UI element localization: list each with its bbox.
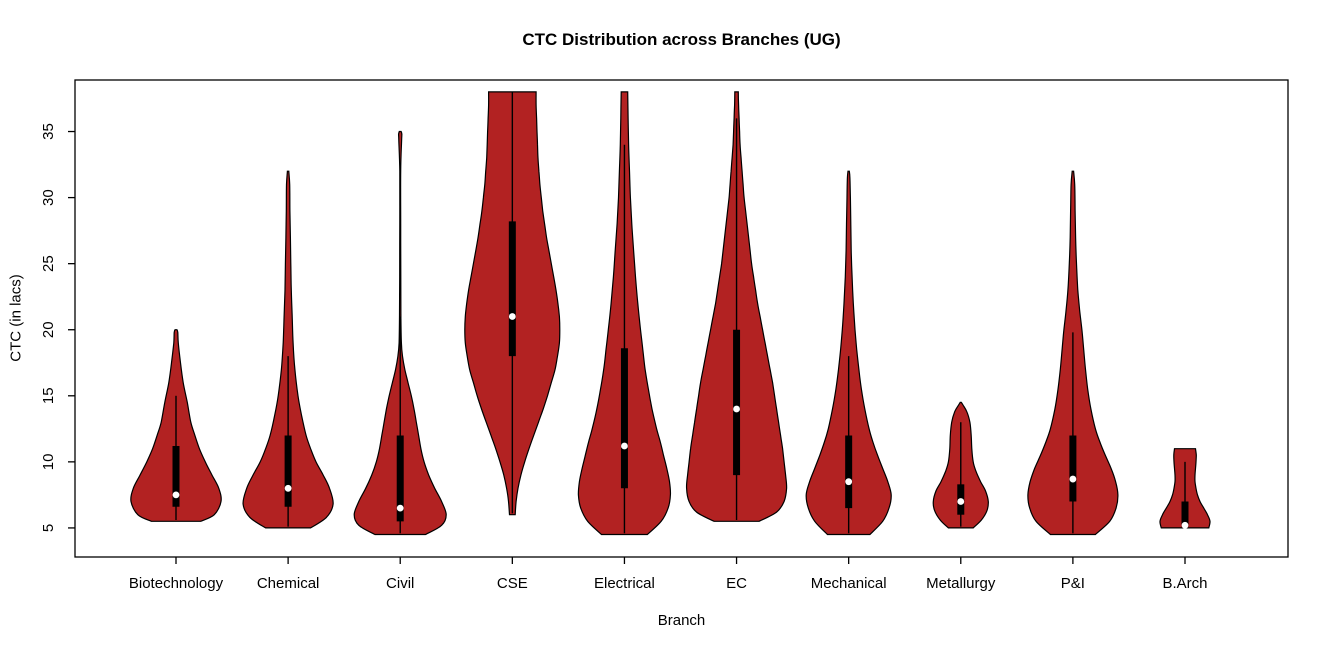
y-tick-label: 30 — [40, 189, 57, 206]
x-category-label: CSE — [497, 575, 528, 592]
y-tick-label: 5 — [40, 524, 57, 532]
x-category-label: Biotechnology — [129, 575, 224, 592]
median-dot — [508, 313, 516, 320]
violin-chemical — [242, 170, 334, 529]
x-axis-title: Branch — [657, 612, 706, 629]
y-tick-label: 15 — [40, 387, 57, 404]
y-tick-label: 25 — [40, 255, 57, 272]
x-category-label: EC — [726, 575, 747, 592]
chart-title: CTC Distribution across Branches (UG) — [522, 30, 841, 49]
y-tick-label: 10 — [40, 454, 57, 471]
median-dot — [957, 498, 965, 505]
y-tick-label: 20 — [40, 321, 57, 338]
x-category-label: Metallurgy — [926, 575, 996, 592]
median-dot — [1069, 475, 1077, 483]
x-category-label: Civil — [386, 575, 414, 592]
median-dot — [733, 405, 740, 413]
x-category-label: Mechanical — [811, 575, 887, 592]
plot-border — [74, 79, 1289, 558]
median-dot — [621, 442, 628, 450]
violin-mechanical — [805, 170, 892, 536]
median-dot — [172, 491, 180, 499]
median-dot — [396, 504, 404, 512]
median-dot — [845, 478, 853, 486]
x-category-label: Chemical — [257, 575, 320, 592]
x-category-label: Electrical — [594, 575, 655, 592]
x-category-label: B.Arch — [1162, 575, 1207, 592]
median-dot — [284, 484, 292, 492]
median-dot — [1181, 521, 1189, 529]
y-tick-label: 35 — [40, 123, 57, 140]
x-category-label: P&I — [1061, 575, 1085, 592]
